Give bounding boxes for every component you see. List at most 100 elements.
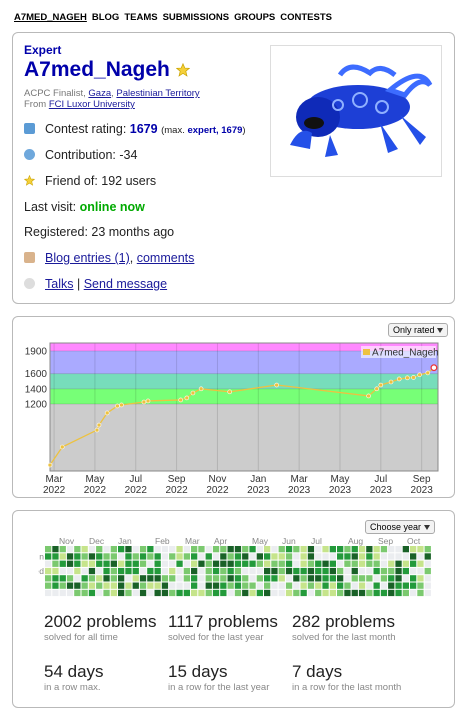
activity-cell <box>161 582 169 589</box>
last-visit-line: Last visit: online now <box>24 200 145 214</box>
activity-cell <box>417 589 424 597</box>
activity-cell <box>271 546 278 553</box>
registered-line: Registered: 23 months ago <box>24 225 174 239</box>
rank-band <box>50 373 438 389</box>
activity-cell <box>212 546 220 553</box>
x-tick-label: 2022 <box>125 485 148 496</box>
activity-cell <box>234 560 242 567</box>
rating-point <box>141 399 147 405</box>
activity-cell <box>52 575 59 582</box>
activity-cell <box>118 560 125 567</box>
activity-cell <box>88 567 96 575</box>
activity-cell <box>132 575 139 582</box>
activity-cell <box>293 582 300 589</box>
activity-cell <box>220 553 227 560</box>
activity-cell <box>139 575 147 582</box>
nav-item[interactable]: TEAMS <box>124 12 158 23</box>
activity-cell <box>132 553 139 560</box>
nav-bar: A7MED_NAGEH BLOG TEAMS SUBMISSIONS GROUPS CON… <box>14 12 337 23</box>
activity-cell <box>278 546 285 553</box>
message-link[interactable]: Send message <box>83 277 168 291</box>
activity-cell <box>395 546 402 553</box>
activity-cell <box>147 567 154 575</box>
activity-cell <box>424 575 431 582</box>
activity-cell <box>212 589 220 597</box>
activity-cell <box>169 575 176 582</box>
activity-cell <box>45 553 52 560</box>
talks-link[interactable]: Talks <box>45 277 74 291</box>
activity-cell <box>264 575 271 582</box>
activity-cell <box>380 575 388 582</box>
rating-point <box>104 410 110 416</box>
activity-cell <box>395 553 402 560</box>
month-label: Apr <box>214 536 227 546</box>
x-tick-label: 2022 <box>43 485 66 496</box>
stat-value: 54 days <box>44 662 104 681</box>
rating-point <box>274 382 279 388</box>
activity-cell <box>344 589 351 597</box>
activity-cell <box>424 582 431 589</box>
activity-cell <box>59 560 66 567</box>
activity-cell <box>118 589 125 597</box>
org-link[interactable]: FCI Luxor University <box>48 99 135 110</box>
rating-point <box>374 386 380 392</box>
activity-cell <box>234 582 242 589</box>
rating-point <box>227 389 233 395</box>
activity-cell <box>161 589 169 597</box>
activity-cell <box>88 589 96 597</box>
country-link[interactable]: Palestinian Territory <box>116 88 200 99</box>
activity-cell <box>125 575 132 582</box>
filter-button[interactable]: Only rated <box>388 323 449 337</box>
month-label: Jul <box>311 536 322 546</box>
month-label: Jan <box>118 536 132 546</box>
activity-cell <box>161 546 169 553</box>
month-label: Feb <box>155 536 170 546</box>
city-link[interactable]: Gaza <box>88 88 112 99</box>
nav-item[interactable]: GROUPS <box>234 12 276 23</box>
stat-value: 282 problems <box>292 612 396 631</box>
comments-link[interactable]: comments <box>136 251 195 265</box>
month-label: Dec <box>89 536 105 546</box>
activity-cell <box>249 567 256 575</box>
activity-cell <box>176 560 183 567</box>
x-tick-label: 2023 <box>247 485 270 496</box>
activity-cell <box>154 575 161 582</box>
activity-cell <box>366 582 373 589</box>
activity-cell <box>212 575 220 582</box>
activity-cell <box>191 567 198 575</box>
activity-cell <box>227 546 234 553</box>
activity-cell <box>220 546 227 553</box>
stat-value: 2002 problems <box>44 612 157 631</box>
y-tick-label: 1600 <box>25 369 48 380</box>
activity-cell <box>198 567 205 575</box>
activity-cell <box>234 567 242 575</box>
activity-cell <box>59 582 66 589</box>
activity-cell <box>227 589 234 597</box>
friend-icon <box>24 175 35 186</box>
blog-link[interactable]: Blog entries (1) <box>45 251 130 265</box>
activity-cell <box>205 582 212 589</box>
nav-item[interactable]: SUBMISSIONS <box>162 12 230 23</box>
nav-item[interactable]: A7MED_NAGEH <box>14 12 87 23</box>
activity-cell <box>417 582 424 589</box>
activity-cell <box>351 560 358 567</box>
activity-cell <box>198 589 205 597</box>
nav-item[interactable]: CONTESTS <box>280 12 332 23</box>
activity-cell <box>110 582 117 589</box>
activity-cell <box>45 560 52 567</box>
activity-cell <box>242 582 249 589</box>
nav-item[interactable]: BLOG <box>91 12 120 23</box>
activity-cell <box>322 567 329 575</box>
activity-cell <box>264 546 271 553</box>
stat-caption: solved for the last month <box>292 632 396 643</box>
year-button[interactable]: Choose year <box>365 520 435 534</box>
activity-cell <box>264 567 271 575</box>
sep: , <box>129 251 134 265</box>
activity-cell <box>410 553 417 560</box>
y-tick-label: 1900 <box>25 346 48 357</box>
x-tick-label: Jan <box>250 474 266 485</box>
activity-cell <box>242 560 249 567</box>
max-text: ) <box>242 125 246 136</box>
rating-point <box>96 422 102 428</box>
activity-cell <box>395 582 402 589</box>
